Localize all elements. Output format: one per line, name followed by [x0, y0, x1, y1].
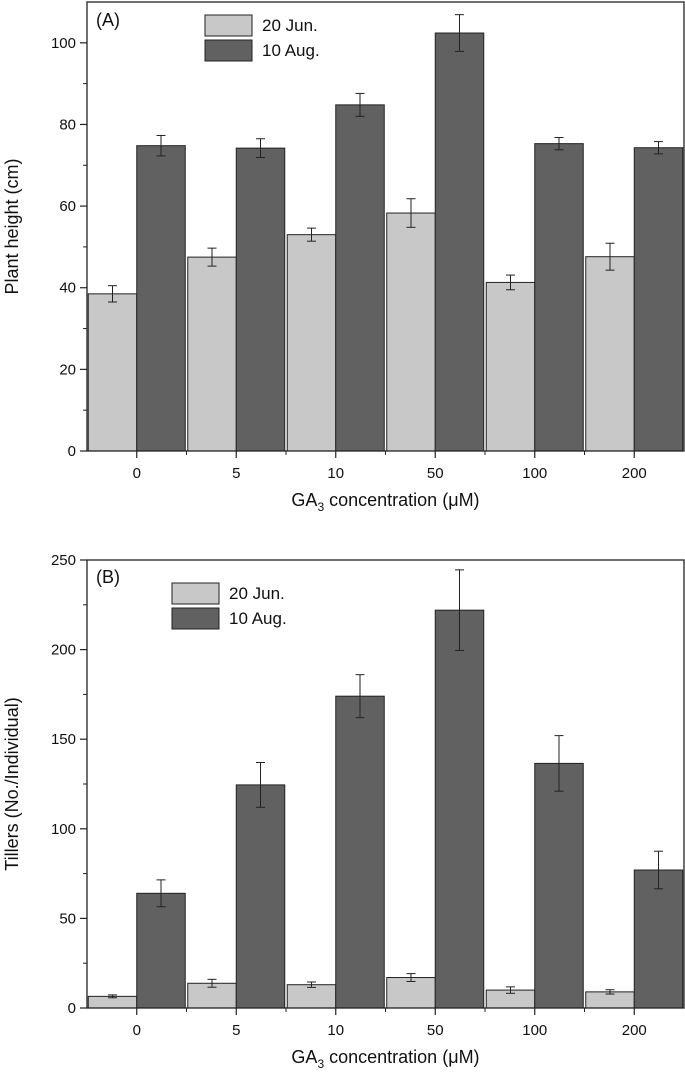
bar-5-jun	[187, 256, 237, 452]
bar-10-jun	[286, 234, 337, 452]
y-tick-label: 100	[51, 35, 76, 52]
bar-10-aug	[335, 104, 385, 452]
x-tick-label: 10	[327, 1022, 344, 1039]
y-tick-label: 200	[51, 642, 76, 659]
bar-100-jun	[485, 281, 536, 452]
x-tick-label: 5	[232, 465, 240, 482]
y-axis-title: Plant height (cm)	[2, 158, 22, 294]
x-axis-title: GA3 concentration (μM)	[291, 490, 479, 514]
bar-50-jun	[386, 212, 436, 452]
y-tick-label: 0	[68, 1000, 76, 1017]
y-tick-label: 0	[68, 443, 76, 460]
legend-swatch-jun	[204, 14, 253, 37]
y-tick-label: 80	[59, 116, 76, 133]
panel-label: (A)	[96, 10, 120, 30]
x-tick-label: 200	[622, 465, 647, 482]
bar-50-jun	[386, 977, 436, 1009]
x-tick-label: 50	[427, 465, 444, 482]
x-axis-title-prefix: GA	[291, 1047, 317, 1067]
y-axis-title: Tillers (No./Individual)	[2, 697, 22, 870]
x-axis-title-prefix: GA	[291, 490, 317, 510]
bar-0-aug	[136, 892, 186, 1009]
x-tick-label: 0	[133, 465, 141, 482]
x-tick-label: 100	[522, 465, 547, 482]
x-tick-label: 100	[522, 1022, 547, 1039]
legend-label-jun: 20 Jun.	[262, 16, 318, 35]
x-axis-title: GA3 concentration (μM)	[291, 1047, 479, 1071]
x-tick-label: 5	[232, 1022, 240, 1039]
y-tick-label: 20	[59, 361, 76, 378]
x-tick-label: 200	[622, 1022, 647, 1039]
legend-swatch-jun	[171, 582, 220, 605]
bar-200-jun	[585, 256, 635, 452]
x-axis-title-suffix: concentration (μM)	[324, 1047, 479, 1067]
chart-panel-a: 0 20 40 60 80 100 0 5 10 50 100 200 Plant height (cm…	[2, 1, 685, 514]
legend-label-aug: 10 Aug.	[229, 609, 287, 628]
bar-5-aug	[235, 784, 286, 1009]
bar-10-aug	[335, 695, 385, 1009]
x-axis-title-suffix: concentration (μM)	[324, 490, 479, 510]
bar-10-jun	[286, 984, 337, 1009]
bar-5-aug	[235, 147, 286, 452]
y-tick-label: 60	[59, 198, 76, 215]
y-tick-label: 100	[51, 821, 76, 838]
y-tick-label: 150	[51, 731, 76, 748]
bar-50-aug	[434, 609, 485, 1009]
bar-100-aug	[534, 143, 584, 452]
bar-200-aug	[633, 869, 684, 1009]
y-tick-label: 50	[59, 910, 76, 927]
x-tick-label: 0	[133, 1022, 141, 1039]
y-tick-label: 40	[59, 280, 76, 297]
panel-label: (B)	[96, 567, 120, 587]
bar-0-jun	[87, 293, 138, 452]
y-tick-label: 250	[51, 552, 76, 569]
bar-200-aug	[633, 147, 684, 452]
chart-panel-b: 0 50 100 150 200 250 0 5 10 50 100 200 Tillers (No./…	[2, 552, 685, 1071]
x-axis-title-subscript: 3	[317, 500, 324, 514]
bar-0-aug	[136, 145, 186, 452]
bar-50-aug	[434, 32, 485, 452]
legend-swatch-aug	[204, 39, 253, 62]
x-tick-label: 50	[427, 1022, 444, 1039]
x-tick-label: 10	[327, 465, 344, 482]
legend-label-aug: 10 Aug.	[262, 41, 320, 60]
legend-label-jun: 20 Jun.	[229, 584, 285, 603]
x-axis-title-subscript: 3	[317, 1057, 324, 1071]
legend-swatch-aug	[171, 607, 220, 630]
bar-100-aug	[534, 762, 584, 1009]
